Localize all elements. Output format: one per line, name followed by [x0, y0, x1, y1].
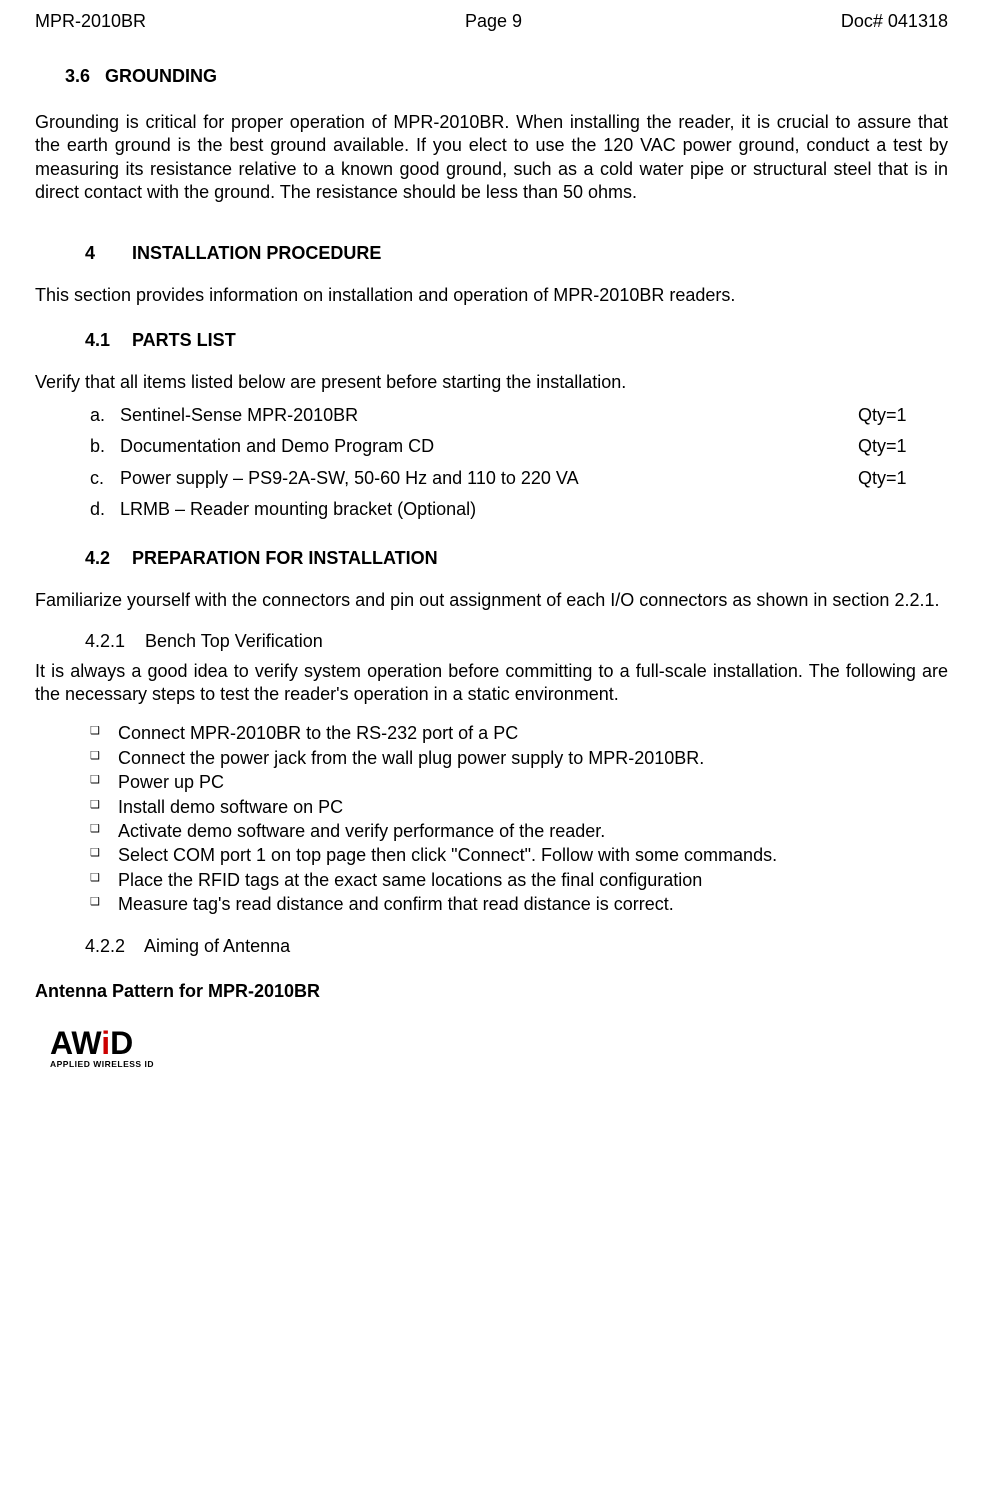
antenna-pattern-heading: Antenna Pattern for MPR-2010BR: [35, 980, 948, 1003]
parts-qty: [858, 498, 948, 521]
section-number: 4.2.2: [85, 935, 140, 958]
parts-item: a. Sentinel-Sense MPR-2010BR Qty=1: [90, 404, 948, 427]
section-3-6-body: Grounding is critical for proper operati…: [35, 111, 948, 205]
section-4-heading: 4 INSTALLATION PROCEDURE: [85, 242, 948, 265]
bench-top-steps: Connect MPR-2010BR to the RS-232 port of…: [90, 722, 948, 916]
parts-item: b. Documentation and Demo Program CD Qty…: [90, 435, 948, 458]
section-title: Bench Top Verification: [145, 631, 323, 651]
section-number: 4: [85, 242, 127, 265]
page-header: MPR-2010BR Page 9 Doc# 041318: [35, 10, 948, 33]
section-number: 4.2: [85, 547, 127, 570]
parts-qty: Qty=1: [858, 404, 948, 427]
logo-i: i: [101, 1025, 110, 1061]
section-3-6-heading: 3.6 GROUNDING: [65, 65, 948, 88]
section-number: 3.6: [65, 65, 100, 88]
parts-letter: d.: [90, 498, 120, 521]
list-item: Power up PC: [90, 771, 948, 794]
awid-logo: AWiD APPLIED WIRELESS ID: [50, 1029, 948, 1070]
list-item: Install demo software on PC: [90, 796, 948, 819]
section-4-2-1-heading: 4.2.1 Bench Top Verification: [85, 630, 948, 653]
section-4-2-2-heading: 4.2.2 Aiming of Antenna: [85, 935, 948, 958]
section-4-2-1-body: It is always a good idea to verify syste…: [35, 660, 948, 707]
parts-intro: Verify that all items listed below are p…: [35, 371, 948, 394]
section-number: 4.1: [85, 329, 127, 352]
parts-qty: Qty=1: [858, 467, 948, 490]
parts-letter: c.: [90, 467, 120, 490]
section-4-body: This section provides information on ins…: [35, 284, 948, 307]
section-4-2-heading: 4.2 PREPARATION FOR INSTALLATION: [85, 547, 948, 570]
parts-list: Verify that all items listed below are p…: [35, 371, 948, 522]
logo-main: AWiD: [50, 1029, 948, 1058]
section-4-1-heading: 4.1 PARTS LIST: [85, 329, 948, 352]
parts-desc: Sentinel-Sense MPR-2010BR: [120, 404, 858, 427]
header-left: MPR-2010BR: [35, 10, 146, 33]
logo-aw: AW: [50, 1025, 101, 1061]
parts-item: c. Power supply – PS9-2A-SW, 50-60 Hz an…: [90, 467, 948, 490]
section-title: Aiming of Antenna: [144, 936, 290, 956]
section-title: GROUNDING: [105, 66, 217, 86]
list-item: Connect MPR-2010BR to the RS-232 port of…: [90, 722, 948, 745]
section-number: 4.2.1: [85, 630, 140, 653]
section-title: PREPARATION FOR INSTALLATION: [132, 548, 438, 568]
parts-desc: LRMB – Reader mounting bracket (Optional…: [120, 498, 858, 521]
list-item: Select COM port 1 on top page then click…: [90, 844, 948, 867]
parts-letter: b.: [90, 435, 120, 458]
list-item: Place the RFID tags at the exact same lo…: [90, 869, 948, 892]
parts-desc: Power supply – PS9-2A-SW, 50-60 Hz and 1…: [120, 467, 858, 490]
logo-subtitle: APPLIED WIRELESS ID: [50, 1059, 948, 1070]
logo-d: D: [110, 1025, 133, 1061]
parts-item: d. LRMB – Reader mounting bracket (Optio…: [90, 498, 948, 521]
parts-letter: a.: [90, 404, 120, 427]
section-4-2-body: Familiarize yourself with the connectors…: [35, 589, 948, 612]
section-title: INSTALLATION PROCEDURE: [132, 243, 381, 263]
section-title: PARTS LIST: [132, 330, 236, 350]
parts-desc: Documentation and Demo Program CD: [120, 435, 858, 458]
list-item: Connect the power jack from the wall plu…: [90, 747, 948, 770]
header-right: Doc# 041318: [841, 10, 948, 33]
list-item: Measure tag's read distance and confirm …: [90, 893, 948, 916]
list-item: Activate demo software and verify perfor…: [90, 820, 948, 843]
header-center: Page 9: [465, 10, 522, 33]
parts-qty: Qty=1: [858, 435, 948, 458]
